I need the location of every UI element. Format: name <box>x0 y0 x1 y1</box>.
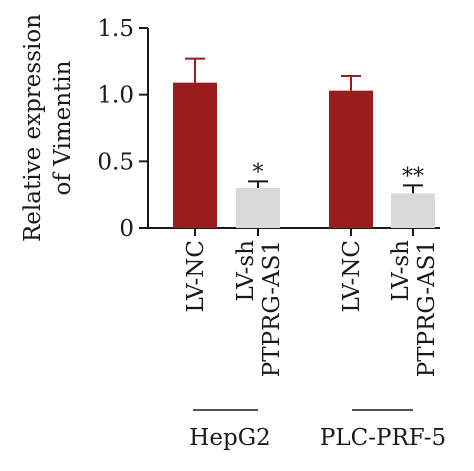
group-label-plc-prf-5: PLC-PRF-5 <box>320 425 446 451</box>
x-tick-label: LV-sh <box>388 240 414 302</box>
group-label-hepg2: HepG2 <box>189 425 270 451</box>
x-tick-label: PTPRG-AS1 <box>259 240 285 377</box>
x-tick-label: PTPRG-AS1 <box>414 240 440 377</box>
y-axis-label-line2: of Vimentin <box>50 60 76 195</box>
bar <box>236 188 280 228</box>
significance-label: ** <box>402 164 424 189</box>
y-tick-label: 1.0 <box>97 83 134 109</box>
significance-label: * <box>253 160 264 185</box>
x-tick-label: LV-NC <box>339 240 365 313</box>
x-tick-label: LV-sh <box>233 240 259 302</box>
y-tick-label: 0.5 <box>97 149 134 175</box>
y-tick-label: 1.5 <box>97 16 134 42</box>
bar <box>329 90 373 229</box>
y-axis-label-line1: Relative expression <box>20 14 46 242</box>
bar <box>391 193 435 228</box>
x-tick-label: LV-NC <box>183 240 209 313</box>
y-tick-label: 0 <box>119 216 134 242</box>
bar <box>173 82 217 229</box>
